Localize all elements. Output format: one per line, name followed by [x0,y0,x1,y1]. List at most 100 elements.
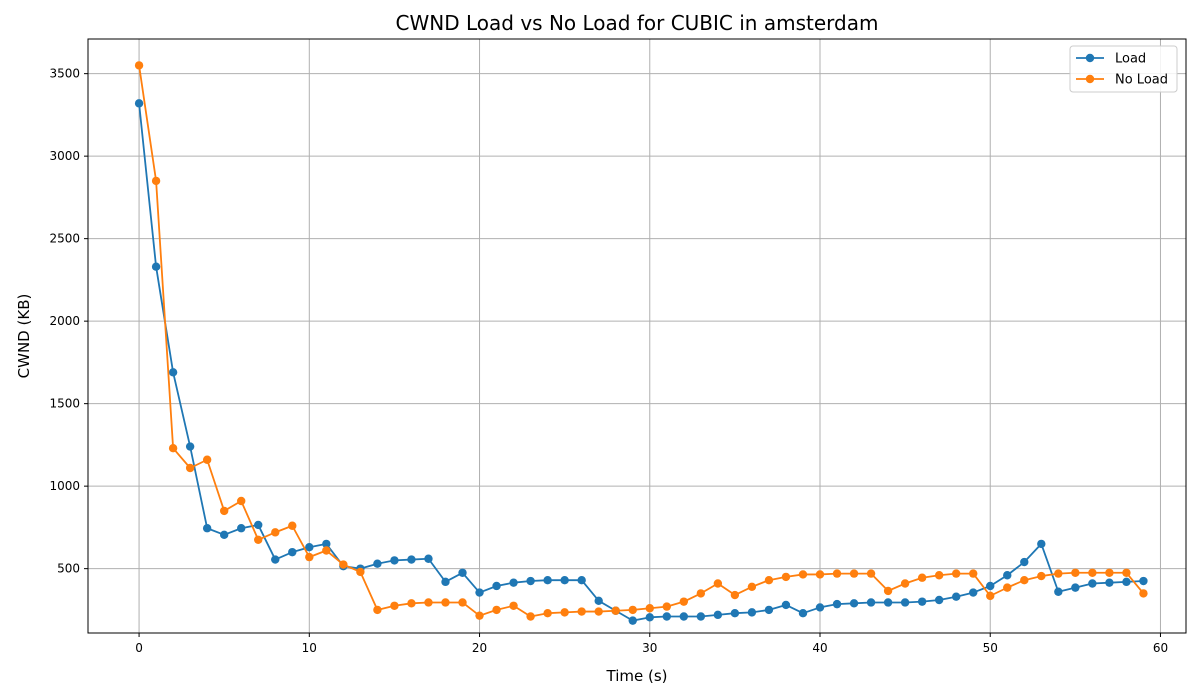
data-point-no-load [424,598,433,607]
data-point-load [237,524,246,533]
data-point-no-load [781,572,791,582]
data-point-no-load [917,573,927,582]
data-point-no-load [288,521,297,530]
data-point-no-load [1020,576,1029,585]
data-point-no-load [662,602,671,611]
data-point-load [986,581,995,591]
data-point-load [475,588,484,597]
data-point-no-load [509,601,518,610]
data-point-load [679,612,689,621]
data-point-no-load [934,571,944,580]
data-point-no-load [271,528,280,537]
data-point-load [219,530,229,540]
data-point-load [1088,579,1097,588]
data-point-no-load [373,605,382,615]
data-point-no-load [696,589,706,598]
data-point-no-load [1122,568,1131,577]
data-point-no-load [339,560,348,569]
data-point-load [134,99,144,108]
x-tick-label: 10 [302,641,317,655]
data-point-no-load [305,552,314,562]
data-point-load [185,442,195,451]
data-point-no-load [611,606,620,615]
data-point-load [645,613,654,622]
data-point-no-load [951,569,961,578]
y-axis-label: CWND (KB) [15,294,33,379]
data-point-no-load [900,579,910,588]
data-point-load [1105,578,1114,587]
y-tick-label: 2500 [49,232,80,246]
data-point-load [832,599,842,609]
data-point-load [458,568,467,577]
data-point-no-load [254,535,263,544]
data-point-no-load [560,608,569,617]
data-point-no-load [492,605,501,615]
data-point-no-load [475,611,484,620]
x-tick-label: 60 [1153,641,1168,655]
data-point-no-load [526,612,535,621]
data-point-load [271,555,280,564]
data-point-no-load [1071,568,1080,577]
data-point-no-load [219,506,229,516]
data-point-load [951,592,961,601]
data-point-load [407,555,416,564]
data-point-load [1139,576,1148,586]
grid [88,39,1186,633]
series-load [134,99,1148,625]
data-point-load [969,588,978,597]
data-point-load [441,577,450,587]
legend-label-load: Load [1115,52,1146,67]
data-point-no-load [441,598,450,607]
data-point-load [594,596,603,606]
data-point-no-load [866,569,876,578]
data-point-load [883,598,893,607]
data-point-load [1037,539,1046,549]
data-point-load [560,576,569,585]
legend-swatch-marker-load [1085,53,1095,63]
data-point-load [526,576,535,586]
y-tick-label: 500 [57,562,80,576]
data-point-load [1020,557,1029,567]
data-point-load [628,616,637,625]
y-axis: 500 1000 1500 2000 2500 3000 3500 [49,67,88,576]
data-point-load [288,547,297,557]
data-point-no-load [390,601,399,610]
data-point-load [798,609,808,618]
data-point-load [713,610,723,620]
data-point-load [764,605,774,615]
data-point-load [151,262,161,271]
data-point-load [730,609,740,618]
data-point-no-load [986,591,995,601]
legend-label-no-load: No Load [1115,73,1168,88]
data-point-load [543,576,552,585]
y-tick-label: 1000 [49,479,80,493]
data-point-no-load [1105,568,1114,577]
y-tick-label: 2000 [49,314,80,328]
data-point-no-load [764,576,774,585]
x-axis: 0 10 20 30 40 50 60 [135,633,1168,655]
data-point-load [849,599,859,608]
data-point-no-load [577,607,586,616]
x-axis-label: Time (s) [606,667,668,685]
data-point-no-load [407,599,416,608]
data-point-no-load [1088,568,1097,577]
x-tick-label: 30 [642,641,657,655]
x-tick-label: 50 [983,641,998,655]
data-point-load [1054,587,1063,596]
data-point-no-load [969,569,978,578]
data-point-no-load [1037,571,1046,581]
x-tick-label: 20 [472,641,487,655]
chart-title: CWND Load vs No Load for CUBIC in amster… [396,11,879,35]
y-tick-label: 3000 [49,149,80,163]
data-point-load [373,559,382,568]
data-point-load [1003,571,1012,580]
data-point-no-load [713,579,723,588]
data-point-no-load [543,609,552,618]
data-point-load [322,539,331,549]
data-point-load [662,612,671,621]
data-point-load [202,524,212,533]
data-point-load [917,597,927,606]
data-point-load [254,520,263,530]
data-point-no-load [168,444,178,453]
series-no-load [134,61,1148,621]
